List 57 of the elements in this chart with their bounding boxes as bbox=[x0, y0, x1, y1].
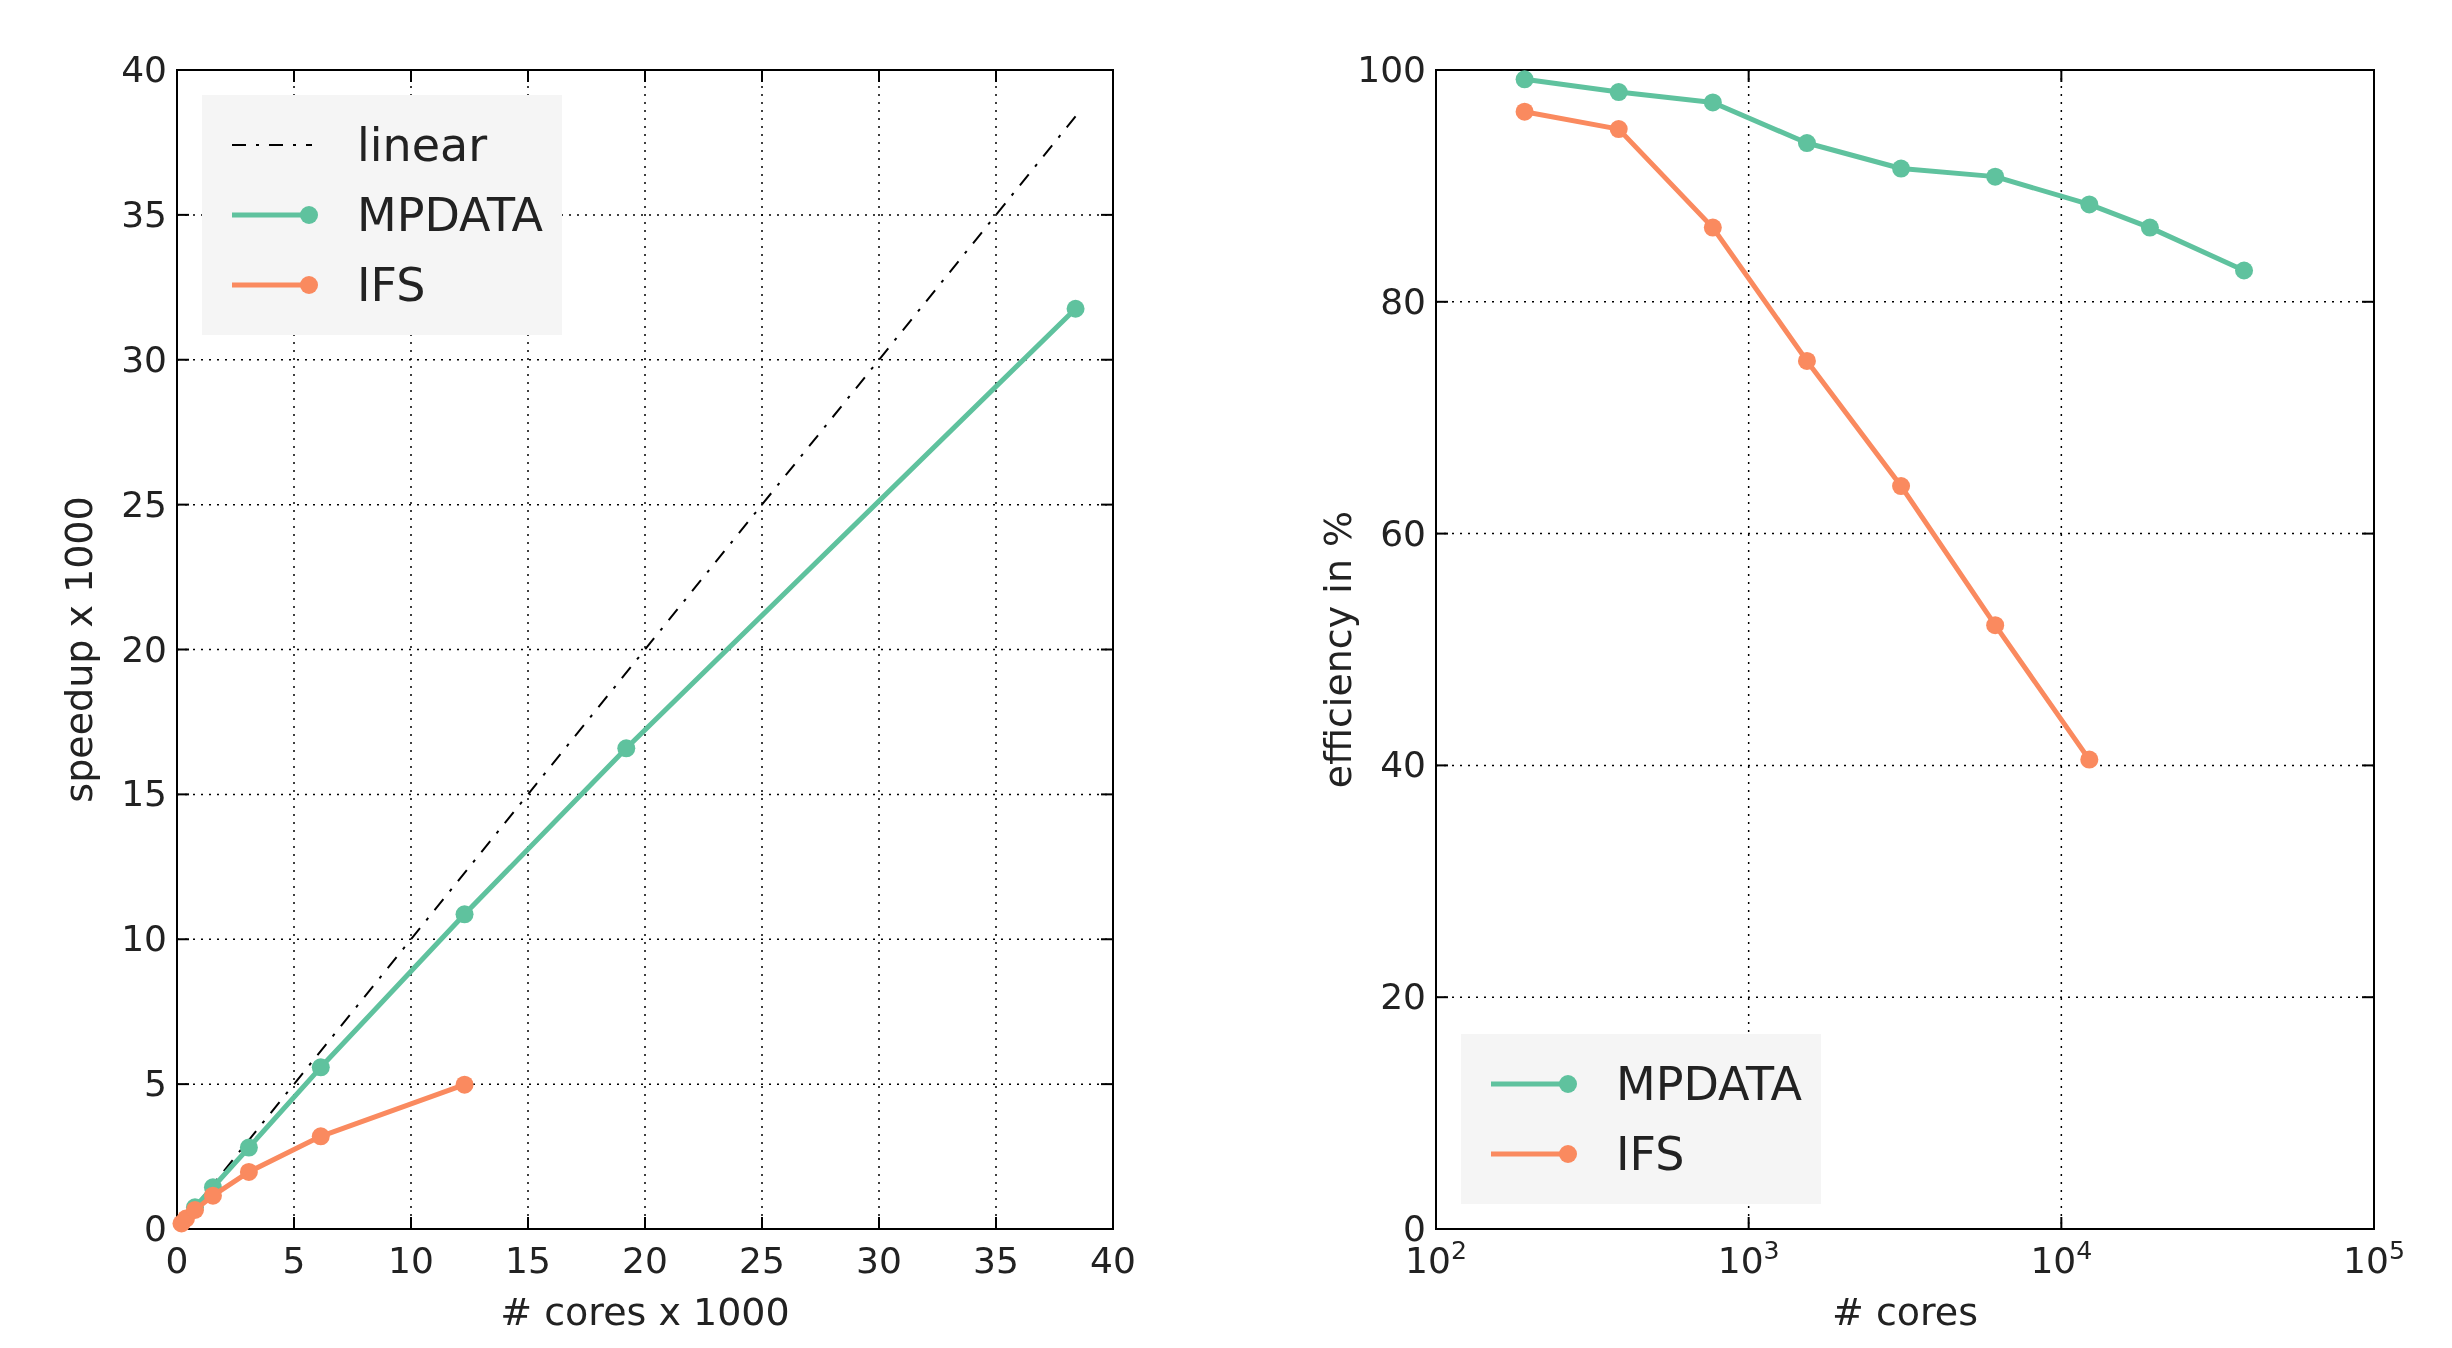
point bbox=[1066, 299, 1085, 318]
y-tick-label: 10 bbox=[121, 918, 167, 960]
point bbox=[239, 1162, 258, 1181]
x-tick-label: 35 bbox=[973, 1240, 1019, 1281]
point bbox=[455, 1075, 474, 1094]
x-tick-label: 5 bbox=[282, 1240, 306, 1281]
x-tick-label: 10 bbox=[388, 1240, 434, 1281]
legend-label: IFS bbox=[1616, 1127, 1685, 1181]
x-tick-label: 10$^{3}$ bbox=[1717, 1235, 1780, 1281]
point bbox=[1609, 83, 1628, 102]
legend-label: MPDATA bbox=[357, 188, 544, 242]
x-tick-label: 40 bbox=[1090, 1240, 1136, 1281]
point bbox=[1892, 477, 1911, 496]
y-axis-title: efficiency in % bbox=[1316, 510, 1360, 789]
point bbox=[617, 739, 636, 758]
point bbox=[1892, 159, 1911, 178]
y-tick-label: 80 bbox=[1380, 280, 1426, 322]
point bbox=[2080, 195, 2099, 214]
point bbox=[455, 905, 474, 924]
point bbox=[203, 1186, 222, 1205]
x-tick-label: 25 bbox=[739, 1240, 785, 1281]
point bbox=[311, 1127, 330, 1146]
legend-label: MPDATA bbox=[1616, 1057, 1803, 1111]
y-tick-label: 60 bbox=[1380, 512, 1426, 554]
x-tick-label: 10$^{4}$ bbox=[2030, 1235, 2093, 1281]
legend-label: linear bbox=[357, 118, 488, 172]
y-tick-label: 15 bbox=[121, 773, 167, 815]
x-axis-title: # cores bbox=[1831, 1290, 1979, 1334]
point bbox=[239, 1138, 258, 1157]
point bbox=[1515, 70, 1534, 89]
point bbox=[1703, 218, 1722, 237]
y-tick-label: 20 bbox=[121, 628, 167, 670]
y-tick-label: 20 bbox=[1380, 976, 1426, 1018]
point bbox=[1986, 167, 2005, 186]
legend-label: IFS bbox=[357, 258, 426, 312]
y-tick-label: 40 bbox=[121, 49, 167, 90]
y-axis-title: speedup x 1000 bbox=[57, 496, 101, 803]
x-tick-label: 10$^{5}$ bbox=[2343, 1235, 2405, 1281]
y-tick-label: 25 bbox=[121, 483, 167, 525]
point bbox=[1609, 120, 1628, 139]
point bbox=[2080, 750, 2099, 769]
point bbox=[1703, 93, 1722, 112]
y-tick-label: 30 bbox=[121, 338, 167, 380]
y-tick-label: 5 bbox=[144, 1063, 167, 1105]
point bbox=[311, 1058, 330, 1077]
point bbox=[1797, 134, 1816, 153]
x-axis-title: # cores x 1000 bbox=[500, 1290, 790, 1334]
y-tick-label: 100 bbox=[1357, 49, 1426, 90]
point bbox=[1986, 616, 2005, 635]
y-tick-label: 40 bbox=[1380, 744, 1426, 786]
y-tick-label: 0 bbox=[144, 1208, 167, 1249]
x-tick-label: 30 bbox=[856, 1240, 902, 1281]
point bbox=[1515, 102, 1534, 121]
y-tick-label: 35 bbox=[121, 193, 167, 235]
point bbox=[1797, 351, 1816, 370]
x-tick-label: 15 bbox=[505, 1240, 551, 1281]
x-tick-label: 20 bbox=[622, 1240, 668, 1281]
